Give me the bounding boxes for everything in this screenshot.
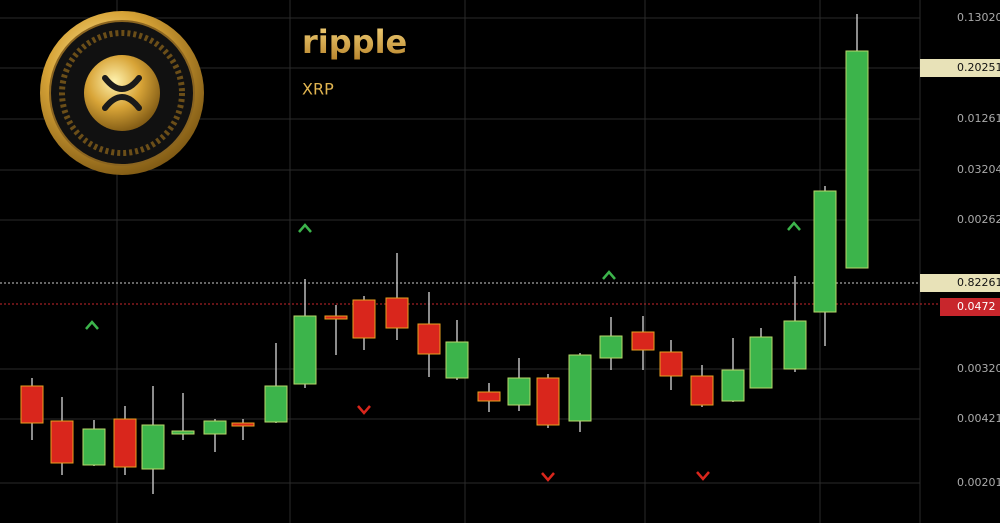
brand-name: ripple	[302, 23, 407, 61]
signal-arrow	[602, 270, 616, 280]
candle-body	[568, 354, 592, 422]
candle-body	[82, 428, 106, 466]
axis-label: 0.00201	[957, 476, 1000, 489]
logo	[40, 11, 204, 175]
axis-label: 0.00262	[957, 213, 1000, 226]
signal-arrow	[85, 320, 99, 330]
candle-body	[631, 331, 655, 351]
candle-body	[749, 336, 773, 389]
signals	[85, 221, 801, 482]
signal-arrow	[541, 472, 555, 482]
candle-body	[721, 369, 745, 402]
axis-label: 0.00421	[957, 412, 1000, 425]
candle-body	[477, 391, 501, 402]
brand-ticker: XRP	[302, 80, 334, 99]
candle-body	[231, 422, 255, 427]
axis-label: 0.0472	[957, 300, 996, 313]
axis-label: 0.82261	[957, 276, 1000, 289]
candle-body	[507, 377, 531, 406]
candle-body	[659, 351, 683, 377]
candle-body	[50, 420, 74, 464]
candle-body	[293, 315, 317, 385]
axis-label: 0.13020	[957, 11, 1000, 24]
axis-label: 0.20251	[957, 61, 1000, 74]
price-axis: 0.13020 0.20251 0.01261 0.03204 0.00262 0.822…	[920, 11, 1000, 489]
signal-arrow	[357, 405, 371, 415]
candle-body	[264, 385, 288, 423]
coin-center	[84, 55, 160, 131]
ripple-icon	[102, 75, 142, 111]
axis-label: 0.00320	[957, 362, 1000, 375]
candle-body	[783, 320, 807, 370]
price-tag	[940, 298, 1000, 316]
candle-body	[445, 341, 469, 379]
candle-body	[203, 420, 227, 435]
candle-body	[690, 375, 714, 406]
candle-body	[352, 299, 376, 339]
axis-label: 0.01261	[957, 112, 1000, 125]
axis-label: 0.03204	[957, 163, 1000, 176]
candle-body	[113, 418, 137, 468]
signal-arrow	[787, 221, 801, 231]
candle-body	[171, 430, 195, 435]
candle-body	[845, 50, 869, 269]
candle-body	[599, 335, 623, 359]
price-tag	[920, 274, 1000, 292]
candle-body	[385, 297, 409, 329]
candle-body	[417, 323, 441, 355]
price-tag	[920, 59, 1000, 77]
candle-body	[813, 190, 837, 313]
candle-body	[141, 424, 165, 470]
signal-arrow	[696, 471, 710, 481]
signal-arrow	[298, 223, 312, 233]
candle-body	[20, 385, 44, 424]
coin-ring	[59, 30, 185, 156]
candles	[20, 14, 869, 494]
candle-body	[324, 315, 348, 320]
candle-body	[536, 377, 560, 426]
